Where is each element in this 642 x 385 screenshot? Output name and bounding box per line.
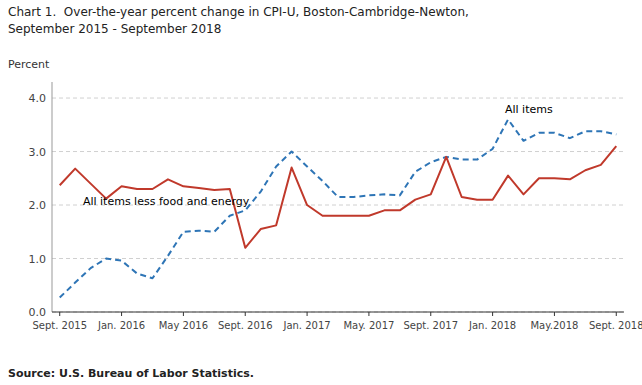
x-tick [59,312,60,316]
y-axis-label: Percent [8,58,50,71]
x-tick-label: May.2018 [530,320,578,331]
x-tick [121,312,122,316]
x-tick [616,312,617,316]
x-tick-label: Sept. 2018 [589,320,642,331]
grid-line [52,258,624,259]
grid-line [52,151,624,152]
x-tick-label: Sept. 2016 [218,320,273,331]
subtitle: September 2015 - September 2018 [8,22,221,36]
x-tick-label: Jan. 2018 [468,320,516,331]
y-tick-label: 2.0 [29,199,47,212]
x-tick-label: Jan. 2016 [97,320,145,331]
y-tick-label: 0.0 [29,306,47,319]
y-tick-label: 1.0 [29,253,47,266]
y-tick-label: 3.0 [29,146,47,159]
x-tick-label: Sept. 2017 [403,320,458,331]
title: Chart 1. Over-the-year percent change in… [8,5,469,19]
source-note: Source: U.S. Bureau of Labor Statistics. [8,367,254,380]
annotation: All items [505,103,553,116]
x-tick-label: May. 2017 [343,320,394,331]
y-tick-label: 4.0 [29,92,47,105]
lines [60,119,617,297]
x-tick [368,312,369,316]
x-tick-label: Sept. 2015 [32,320,87,331]
x-tick-label: Jan. 2017 [282,320,330,331]
y-axis-line [52,82,53,312]
series-line [60,146,617,248]
x-tick [492,312,493,316]
series-line [60,119,617,297]
grid [52,98,624,312]
grid-line [52,98,624,99]
x-tick [307,312,308,316]
x-tick-label: May 2016 [159,320,208,331]
x-tick [183,312,184,316]
x-axis-line [52,312,624,313]
grid-line [52,312,624,313]
annotation: All items less food and energy [83,195,250,208]
x-tick [430,312,431,316]
x-tick [554,312,555,316]
chart: Chart 1. Over-the-year percent change in… [0,0,642,385]
x-tick [245,312,246,316]
